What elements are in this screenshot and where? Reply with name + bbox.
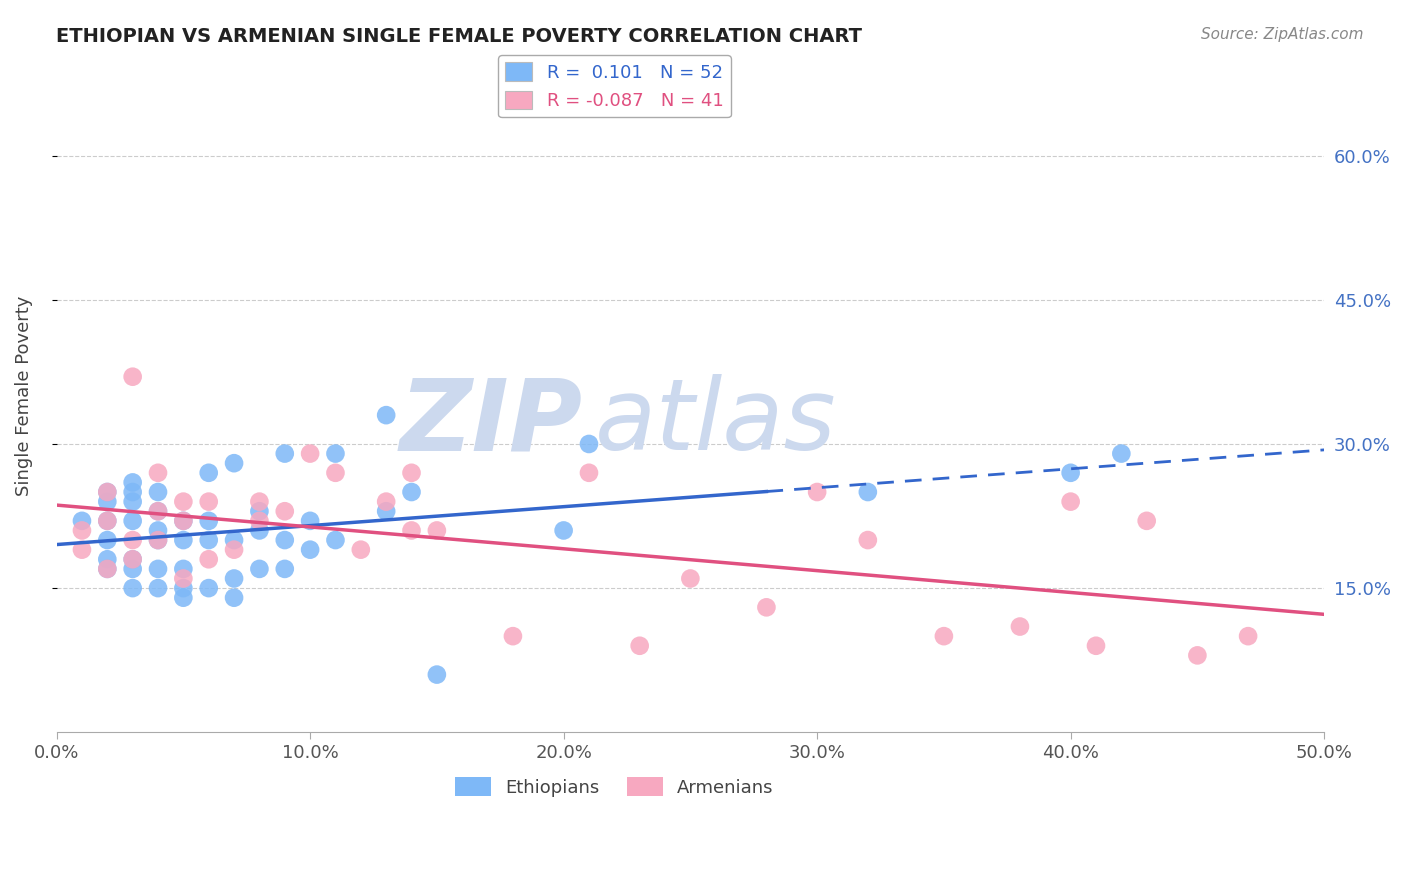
- Point: [249, 524, 271, 538]
- Point: [401, 466, 423, 480]
- Point: [274, 446, 297, 460]
- Point: [325, 466, 347, 480]
- Point: [1008, 619, 1031, 633]
- Point: [197, 533, 219, 547]
- Point: [401, 524, 423, 538]
- Point: [96, 562, 118, 576]
- Point: [578, 437, 600, 451]
- Point: [401, 485, 423, 500]
- Point: [146, 533, 169, 547]
- Point: [197, 552, 219, 566]
- Point: [121, 514, 143, 528]
- Point: [375, 494, 398, 508]
- Point: [1136, 514, 1159, 528]
- Point: [121, 369, 143, 384]
- Point: [1059, 494, 1081, 508]
- Point: [325, 446, 347, 460]
- Point: [96, 485, 118, 500]
- Point: [628, 639, 651, 653]
- Point: [70, 542, 93, 557]
- Point: [146, 524, 169, 538]
- Point: [932, 629, 955, 643]
- Text: atlas: atlas: [595, 375, 837, 471]
- Point: [1085, 639, 1108, 653]
- Point: [96, 514, 118, 528]
- Legend: Ethiopians, Armenians: Ethiopians, Armenians: [447, 770, 780, 804]
- Point: [578, 466, 600, 480]
- Point: [96, 514, 118, 528]
- Point: [172, 514, 194, 528]
- Point: [274, 533, 297, 547]
- Point: [172, 581, 194, 595]
- Point: [146, 562, 169, 576]
- Point: [146, 466, 169, 480]
- Point: [121, 552, 143, 566]
- Point: [146, 533, 169, 547]
- Point: [502, 629, 524, 643]
- Point: [172, 572, 194, 586]
- Point: [121, 485, 143, 500]
- Point: [426, 667, 449, 681]
- Point: [70, 524, 93, 538]
- Point: [350, 542, 373, 557]
- Point: [299, 446, 322, 460]
- Point: [249, 514, 271, 528]
- Point: [1111, 446, 1133, 460]
- Point: [222, 542, 245, 557]
- Point: [96, 552, 118, 566]
- Point: [121, 562, 143, 576]
- Point: [249, 504, 271, 518]
- Point: [222, 591, 245, 605]
- Point: [96, 485, 118, 500]
- Point: [325, 533, 347, 547]
- Point: [146, 504, 169, 518]
- Point: [70, 514, 93, 528]
- Point: [172, 514, 194, 528]
- Point: [249, 562, 271, 576]
- Point: [299, 514, 322, 528]
- Point: [1237, 629, 1260, 643]
- Point: [299, 542, 322, 557]
- Point: [1059, 466, 1081, 480]
- Point: [96, 494, 118, 508]
- Point: [121, 533, 143, 547]
- Point: [222, 456, 245, 470]
- Point: [274, 562, 297, 576]
- Point: [222, 533, 245, 547]
- Point: [806, 485, 828, 500]
- Point: [856, 533, 879, 547]
- Point: [197, 514, 219, 528]
- Point: [553, 524, 575, 538]
- Point: [172, 591, 194, 605]
- Point: [755, 600, 778, 615]
- Point: [197, 466, 219, 480]
- Point: [96, 562, 118, 576]
- Text: Source: ZipAtlas.com: Source: ZipAtlas.com: [1201, 27, 1364, 42]
- Point: [249, 494, 271, 508]
- Point: [172, 533, 194, 547]
- Point: [197, 494, 219, 508]
- Text: ETHIOPIAN VS ARMENIAN SINGLE FEMALE POVERTY CORRELATION CHART: ETHIOPIAN VS ARMENIAN SINGLE FEMALE POVE…: [56, 27, 862, 45]
- Point: [679, 572, 702, 586]
- Point: [222, 572, 245, 586]
- Point: [375, 408, 398, 422]
- Point: [375, 504, 398, 518]
- Text: ZIP: ZIP: [399, 375, 582, 471]
- Point: [121, 475, 143, 490]
- Point: [274, 504, 297, 518]
- Point: [146, 581, 169, 595]
- Point: [172, 494, 194, 508]
- Point: [172, 562, 194, 576]
- Point: [121, 581, 143, 595]
- Point: [146, 504, 169, 518]
- Point: [121, 552, 143, 566]
- Point: [1187, 648, 1209, 663]
- Point: [856, 485, 879, 500]
- Point: [146, 485, 169, 500]
- Point: [121, 494, 143, 508]
- Point: [96, 533, 118, 547]
- Y-axis label: Single Female Poverty: Single Female Poverty: [15, 296, 32, 496]
- Point: [426, 524, 449, 538]
- Point: [197, 581, 219, 595]
